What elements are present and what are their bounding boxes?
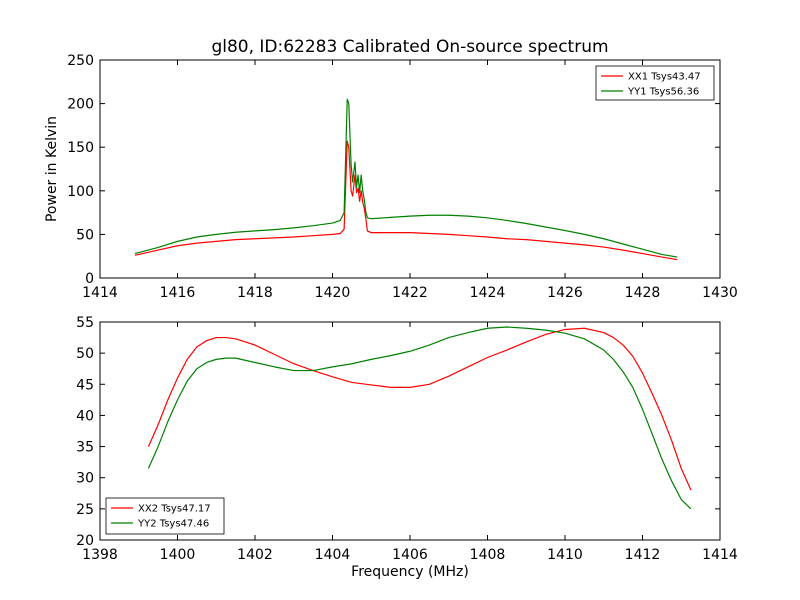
x-tick-label: 1414 — [82, 285, 118, 301]
x-tick-label: 1412 — [625, 547, 661, 563]
x-tick-label: 1408 — [470, 547, 506, 563]
legend-label: YY2 Tsys47.46 — [137, 519, 209, 530]
y-tick-label: 25 — [76, 502, 94, 518]
x-tick-label: 1404 — [315, 547, 351, 563]
y-axis-label: Power in Kelvin — [44, 116, 60, 222]
legend: XX1 Tsys43.47 YY1 Tsys56.36 — [595, 65, 715, 101]
x-tick-label: 1410 — [547, 547, 583, 563]
x-tick-label: 1398 — [82, 547, 118, 563]
y-tick-label: 50 — [76, 346, 94, 362]
bottom-chart: 1398 1400 1402 1404 1406 1408 1410 1412 1414 20 25… — [76, 315, 738, 580]
legend-label: YY1 Tsys56.36 — [627, 87, 699, 98]
x-tick-label: 1426 — [547, 285, 583, 301]
y-tick-label: 20 — [76, 533, 94, 549]
series-line-xx1 — [134, 140, 678, 261]
y-tick-label: 200 — [67, 97, 94, 113]
y-tick-label: 50 — [76, 227, 94, 243]
legend-box — [105, 497, 225, 535]
x-axis-label: Frequency (MHz) — [351, 564, 469, 580]
x-tick-label: 1406 — [392, 547, 428, 563]
series-line-yy2 — [147, 326, 692, 510]
legend: XX2 Tsys47.17 YY2 Tsys47.46 — [105, 497, 225, 535]
x-tick-label: 1402 — [237, 547, 273, 563]
y-tick-label: 55 — [76, 315, 94, 331]
x-tick-label: 1422 — [392, 285, 428, 301]
y-tick-label: 35 — [76, 440, 94, 456]
x-tick-label: 1400 — [160, 547, 196, 563]
x-tick-label: 1424 — [470, 285, 506, 301]
series-line-yy1 — [134, 98, 678, 258]
y-tick-label: 150 — [67, 140, 94, 156]
x-tick-label: 1414 — [702, 547, 738, 563]
legend-label: XX2 Tsys47.17 — [138, 504, 211, 515]
x-tick-label: 1428 — [625, 285, 661, 301]
y-tick-label: 0 — [85, 271, 94, 287]
y-tick-label: 40 — [76, 408, 94, 424]
y-tick-label: 250 — [67, 53, 94, 69]
y-tick-label: 100 — [67, 184, 94, 200]
legend-label: XX1 Tsys43.47 — [628, 72, 701, 83]
y-tick-label: 45 — [76, 377, 94, 393]
chart-title: gl80, ID:62283 Calibrated On-source spec… — [211, 37, 608, 57]
x-tick-label: 1416 — [160, 285, 196, 301]
legend-box — [595, 65, 715, 101]
x-tick-label: 1418 — [237, 285, 273, 301]
x-tick-label: 1430 — [702, 285, 738, 301]
y-tick-label: 30 — [76, 471, 94, 487]
x-tick-label: 1420 — [315, 285, 351, 301]
series-line-xx2 — [147, 327, 692, 491]
top-chart: 1414 1416 1418 1420 1422 1424 1426 1428 1430 0 50 1… — [44, 37, 738, 301]
